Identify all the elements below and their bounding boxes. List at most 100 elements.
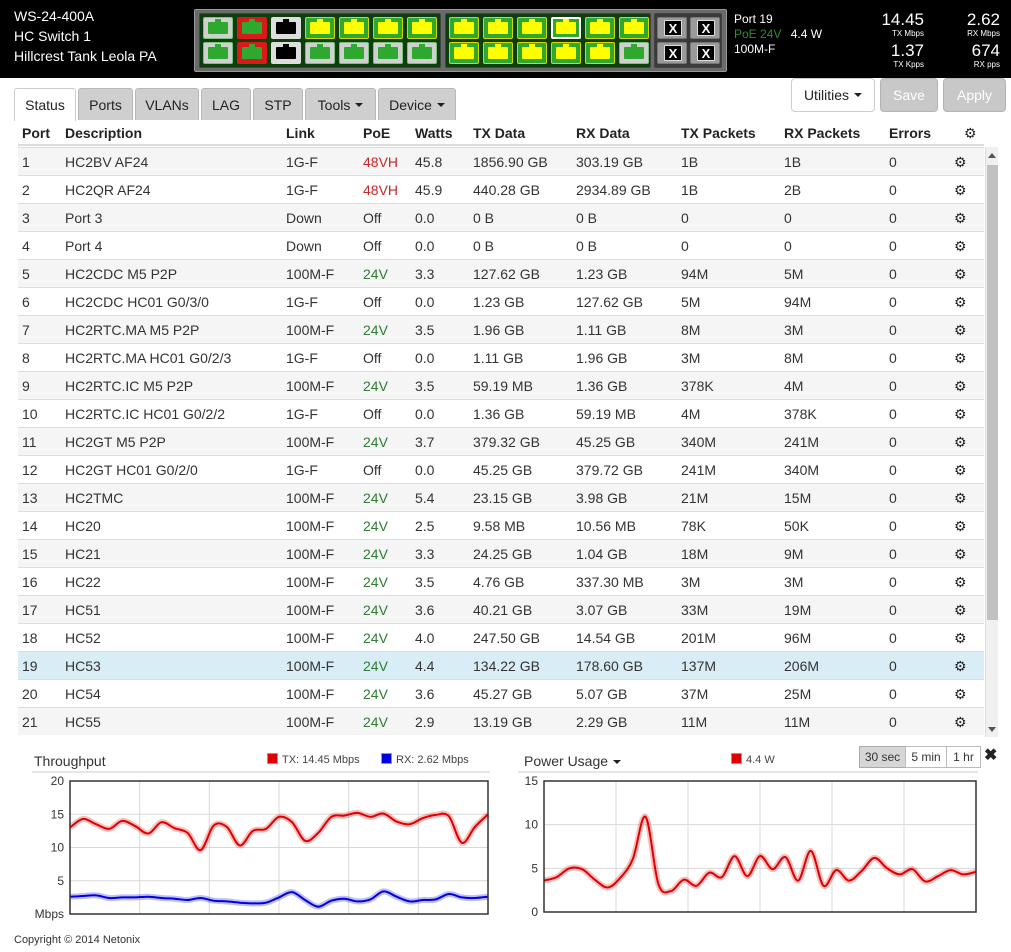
row-gear-icon[interactable]: ⚙ (954, 462, 967, 478)
scrollbar-thumb[interactable] (987, 165, 998, 620)
col-rx-packets[interactable]: RX Packets (784, 125, 861, 141)
close-icon[interactable]: ✖ (984, 747, 998, 764)
col-tx-packets[interactable]: TX Packets (681, 125, 756, 141)
row-gear-icon[interactable]: ⚙ (954, 210, 967, 226)
table-scrollbar[interactable] (985, 147, 998, 737)
port-g2-4-top[interactable] (551, 17, 581, 39)
port-g2-1-top[interactable] (449, 17, 479, 39)
col-watts[interactable]: Watts (415, 125, 453, 141)
port-g1-7-top[interactable] (407, 17, 437, 39)
port-g2-6-bottom[interactable] (619, 42, 649, 64)
power-usage-menu[interactable]: Power Usage (524, 753, 622, 769)
port-g2-5-top[interactable] (585, 17, 615, 39)
port-g2-1-bottom[interactable] (449, 42, 479, 64)
table-row[interactable]: 13 HC2TMC 100M-F 24V 5.4 23.15 GB 3.98 GB 21M 15… (18, 483, 984, 511)
row-gear-icon[interactable]: ⚙ (954, 658, 967, 674)
row-gear-icon[interactable]: ⚙ (954, 238, 967, 254)
scroll-up-icon[interactable] (988, 153, 996, 158)
row-gear-icon[interactable]: ⚙ (954, 350, 967, 366)
table-row[interactable]: 14 HC20 100M-F 24V 2.5 9.58 MB 10.56 MB 78K 50K 0… (18, 511, 984, 539)
table-row[interactable]: 6 HC2CDC HC01 G0/3/0 1G-F Off 0.0 1.23 GB 127.… (18, 287, 984, 315)
table-row[interactable]: 9 HC2RTC.IC M5 P2P 100M-F 24V 3.5 59.19 MB 1.3… (18, 371, 984, 399)
col-errors[interactable]: Errors (889, 125, 932, 141)
table-row[interactable]: 1 HC2BV AF24 1G-F 48VH 45.8 1856.90 GB 303.19 … (18, 147, 984, 175)
tab-lag[interactable]: LAG (201, 88, 251, 120)
row-gear-icon[interactable]: ⚙ (954, 434, 967, 450)
port-g1-6-bottom[interactable] (373, 42, 403, 64)
row-gear-icon[interactable]: ⚙ (954, 602, 967, 618)
utilities-button[interactable]: Utilities (791, 78, 875, 112)
col-rx-data[interactable]: RX Data (576, 125, 630, 141)
port-g1-5-bottom[interactable] (339, 42, 369, 64)
tab-ports[interactable]: Ports (78, 88, 133, 120)
table-row[interactable]: 2 HC2QR AF24 1G-F 48VH 45.9 440.28 GB 2934.89 … (18, 175, 984, 203)
tab-status[interactable]: Status (14, 88, 76, 121)
table-row[interactable]: 12 HC2GT HC01 G0/2/0 1G-F Off 0.0 45.25 GB 379… (18, 455, 984, 483)
scroll-down-icon[interactable] (988, 727, 996, 732)
time-1hr-button[interactable]: 1 hr (946, 746, 981, 768)
col-link[interactable]: Link (286, 125, 315, 141)
sfp-port-3[interactable]: X (690, 17, 720, 39)
table-row[interactable]: 17 HC51 100M-F 24V 3.6 40.21 GB 3.07 GB 33M 19M 0… (18, 595, 984, 623)
col-tx-data[interactable]: TX Data (473, 125, 526, 141)
port-g2-2-top[interactable] (483, 17, 513, 39)
port-g2-5-bottom[interactable] (585, 42, 615, 64)
port-g1-2-top[interactable] (237, 17, 267, 39)
port-g2-3-top[interactable] (517, 17, 547, 39)
table-row[interactable]: 18 HC52 100M-F 24V 4.0 247.50 GB 14.54 GB 201M 9… (18, 623, 984, 651)
port-g1-2-bottom[interactable] (237, 42, 267, 64)
row-gear-icon[interactable]: ⚙ (954, 574, 967, 590)
sfp-port-2[interactable]: X (657, 42, 687, 64)
port-g1-1-bottom[interactable] (203, 42, 233, 64)
port-g1-4-top[interactable] (305, 17, 335, 39)
port-g1-1-top[interactable] (203, 17, 233, 39)
row-gear-icon[interactable]: ⚙ (954, 378, 967, 394)
row-gear-icon[interactable]: ⚙ (954, 518, 967, 534)
row-gear-icon[interactable]: ⚙ (954, 406, 967, 422)
table-row[interactable]: 5 HC2CDC M5 P2P 100M-F 24V 3.3 127.62 GB 1.23 … (18, 259, 984, 287)
time-30sec-button[interactable]: 30 sec (859, 746, 906, 768)
table-row[interactable]: 3 Port 3 Down Off 0.0 0 B 0 B 0 0 0 ⚙ (18, 203, 984, 231)
port-g1-5-top[interactable] (339, 17, 369, 39)
port-g1-4-bottom[interactable] (305, 42, 335, 64)
port-g2-4-bottom[interactable] (551, 42, 581, 64)
row-gear-icon[interactable]: ⚙ (954, 546, 967, 562)
table-row[interactable]: 16 HC22 100M-F 24V 3.5 4.76 GB 337.30 MB 3M 3M 0 ⚙ (18, 567, 984, 595)
col-poe[interactable]: PoE (363, 125, 391, 141)
row-gear-icon[interactable]: ⚙ (954, 490, 967, 506)
row-gear-icon[interactable]: ⚙ (954, 630, 967, 646)
row-gear-icon[interactable]: ⚙ (954, 686, 967, 702)
tab-tools[interactable]: Tools (305, 88, 376, 120)
apply-button[interactable]: Apply (943, 78, 1006, 112)
port-g1-6-top[interactable] (373, 17, 403, 39)
row-gear-icon[interactable]: ⚙ (954, 294, 967, 310)
table-row[interactable]: 7 HC2RTC.MA M5 P2P 100M-F 24V 3.5 1.96 GB 1.11… (18, 315, 984, 343)
port-g2-3-bottom[interactable] (517, 42, 547, 64)
table-row[interactable]: 19 HC53 100M-F 24V 4.4 134.22 GB 178.60 GB 137M… (18, 651, 984, 679)
port-g2-2-bottom[interactable] (483, 42, 513, 64)
table-row[interactable]: 20 HC54 100M-F 24V 3.6 45.27 GB 5.07 GB 37M 25M 0… (18, 679, 984, 707)
time-5min-button[interactable]: 5 min (905, 746, 947, 768)
table-row[interactable]: 11 HC2GT M5 P2P 100M-F 24V 3.7 379.32 GB 45.25… (18, 427, 984, 455)
sfp-port-4[interactable]: X (690, 42, 720, 64)
tab-stp[interactable]: STP (253, 88, 303, 120)
table-row[interactable]: 15 HC21 100M-F 24V 3.3 24.25 GB 1.04 GB 18M 9M 0 ⚙ (18, 539, 984, 567)
port-g1-3-top[interactable] (271, 17, 301, 39)
row-gear-icon[interactable]: ⚙ (954, 154, 967, 170)
settings-gear-icon[interactable]: ⚙ (964, 125, 977, 141)
port-g1-3-bottom[interactable] (271, 42, 301, 64)
row-gear-icon[interactable]: ⚙ (954, 714, 967, 730)
table-row[interactable]: 10 HC2RTC.IC HC01 G0/2/2 1G-F Off 0.0 1.36 GB… (18, 399, 984, 427)
table-row[interactable]: 21 HC55 100M-F 24V 2.9 13.19 GB 2.29 GB 11M 11M 0… (18, 707, 984, 735)
tab-device[interactable]: Device (378, 88, 456, 120)
row-gear-icon[interactable]: ⚙ (954, 182, 967, 198)
port-g2-6-top[interactable] (619, 17, 649, 39)
table-row[interactable]: 4 Port 4 Down Off 0.0 0 B 0 B 0 0 0 ⚙ (18, 231, 984, 259)
sfp-port-1[interactable]: X (657, 17, 687, 39)
tab-vlans[interactable]: VLANs (135, 88, 199, 120)
col-description[interactable]: Description (65, 125, 143, 141)
col-port[interactable]: Port (22, 125, 50, 141)
row-gear-icon[interactable]: ⚙ (954, 266, 967, 282)
save-button[interactable]: Save (880, 78, 938, 112)
row-gear-icon[interactable]: ⚙ (954, 322, 967, 338)
